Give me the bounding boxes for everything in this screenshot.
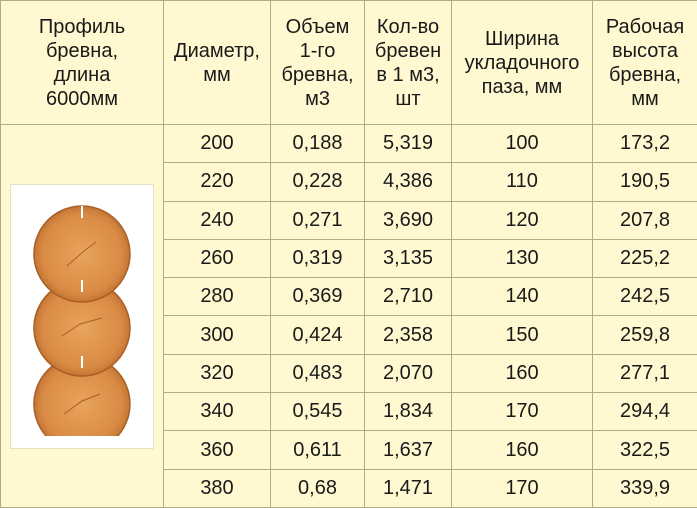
header-text: Объем xyxy=(271,15,364,39)
log-profile-illustration xyxy=(10,184,154,449)
cell-count: 2,358 xyxy=(365,316,452,354)
header-groove-width: Ширина укладочного паза, мм xyxy=(452,1,593,125)
header-text: 6000мм xyxy=(1,87,163,111)
cell-groove: 160 xyxy=(452,431,593,469)
stacked-logs-icon xyxy=(22,196,142,436)
cell-groove: 150 xyxy=(452,316,593,354)
cell-volume: 0,319 xyxy=(271,239,365,277)
cell-diameter: 240 xyxy=(164,201,271,239)
header-row: Профиль бревна, длина 6000мм Диаметр, мм… xyxy=(1,1,697,125)
header-text: паза, мм xyxy=(452,75,592,99)
cell-height: 190,5 xyxy=(593,163,697,201)
cell-height: 207,8 xyxy=(593,201,697,239)
cell-volume: 0,545 xyxy=(271,393,365,431)
cell-diameter: 220 xyxy=(164,163,271,201)
cell-groove: 100 xyxy=(452,125,593,163)
table-row: 200 0,188 5,319 100 173,2 xyxy=(1,125,697,163)
header-text: бревен xyxy=(365,39,451,63)
header-profile: Профиль бревна, длина 6000мм xyxy=(1,1,164,125)
header-text: Кол-во xyxy=(365,15,451,39)
header-volume: Объем 1-го бревна, м3 xyxy=(271,1,365,125)
cell-groove: 120 xyxy=(452,201,593,239)
header-text: Диаметр, xyxy=(164,39,270,63)
profile-image-cell xyxy=(1,125,164,508)
cell-diameter: 280 xyxy=(164,278,271,316)
header-text: мм xyxy=(164,63,270,87)
cell-volume: 0,483 xyxy=(271,354,365,392)
cell-groove: 170 xyxy=(452,469,593,507)
cell-height: 259,8 xyxy=(593,316,697,354)
cell-height: 173,2 xyxy=(593,125,697,163)
header-count: Кол-во бревен в 1 м3, шт xyxy=(365,1,452,125)
cell-volume: 0,611 xyxy=(271,431,365,469)
cell-height: 277,1 xyxy=(593,354,697,392)
header-text: длина xyxy=(1,63,163,87)
header-text: Ширина xyxy=(452,27,592,51)
cell-volume: 0,188 xyxy=(271,125,365,163)
cell-volume: 0,369 xyxy=(271,278,365,316)
cell-height: 322,5 xyxy=(593,431,697,469)
cell-count: 3,135 xyxy=(365,239,452,277)
cell-groove: 140 xyxy=(452,278,593,316)
header-text: бревна, xyxy=(593,63,697,87)
cell-count: 1,471 xyxy=(365,469,452,507)
cell-diameter: 260 xyxy=(164,239,271,277)
header-working-height: Рабочая высота бревна, мм xyxy=(593,1,697,125)
header-text: 1-го xyxy=(271,39,364,63)
cell-volume: 0,228 xyxy=(271,163,365,201)
header-diameter: Диаметр, мм xyxy=(164,1,271,125)
cell-volume: 0,68 xyxy=(271,469,365,507)
cell-height: 339,9 xyxy=(593,469,697,507)
header-text: высота xyxy=(593,39,697,63)
cell-count: 2,070 xyxy=(365,354,452,392)
cell-volume: 0,271 xyxy=(271,201,365,239)
header-text: в 1 м3, xyxy=(365,63,451,87)
header-text: мм xyxy=(593,87,697,111)
cell-diameter: 380 xyxy=(164,469,271,507)
cell-diameter: 200 xyxy=(164,125,271,163)
header-text: бревна, xyxy=(1,39,163,63)
header-text: Профиль xyxy=(1,15,163,39)
cell-height: 294,4 xyxy=(593,393,697,431)
cell-diameter: 320 xyxy=(164,354,271,392)
header-text: м3 xyxy=(271,87,364,111)
header-text: шт xyxy=(365,87,451,111)
cell-groove: 130 xyxy=(452,239,593,277)
cell-count: 4,386 xyxy=(365,163,452,201)
cell-groove: 170 xyxy=(452,393,593,431)
cell-height: 242,5 xyxy=(593,278,697,316)
header-text: укладочного xyxy=(452,51,592,75)
cell-diameter: 340 xyxy=(164,393,271,431)
header-text: Рабочая xyxy=(593,15,697,39)
cell-count: 3,690 xyxy=(365,201,452,239)
cell-count: 1,637 xyxy=(365,431,452,469)
cell-height: 225,2 xyxy=(593,239,697,277)
cell-groove: 160 xyxy=(452,354,593,392)
cell-diameter: 300 xyxy=(164,316,271,354)
cell-count: 2,710 xyxy=(365,278,452,316)
cell-volume: 0,424 xyxy=(271,316,365,354)
cell-count: 5,319 xyxy=(365,125,452,163)
header-text: бревна, xyxy=(271,63,364,87)
cell-diameter: 360 xyxy=(164,431,271,469)
cell-count: 1,834 xyxy=(365,393,452,431)
cell-groove: 110 xyxy=(452,163,593,201)
